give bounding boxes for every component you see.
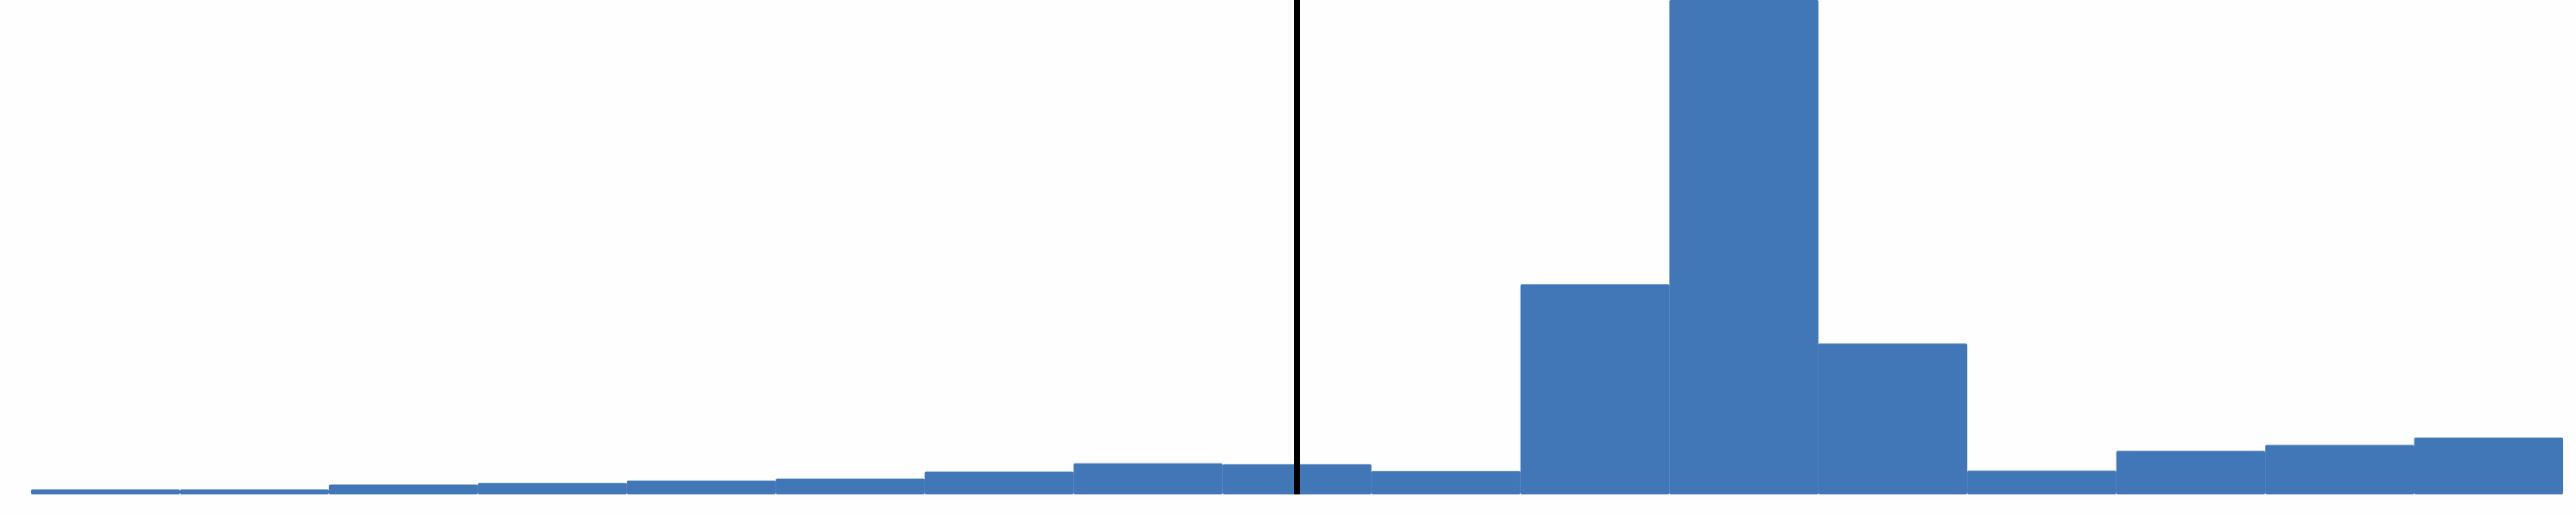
- histogram-bar-12: [1818, 343, 1968, 494]
- histogram-bar-16: [2414, 437, 2563, 494]
- histogram-bar-4: [626, 480, 776, 494]
- histogram-bar-2: [328, 484, 478, 494]
- histogram-bar-7: [1073, 463, 1223, 494]
- histogram-bar-15: [2265, 445, 2415, 494]
- histogram-bar-6: [924, 471, 1074, 494]
- histogram-bar-0: [31, 489, 180, 494]
- histogram-bar-10: [1520, 284, 1670, 494]
- histogram-bar-3: [477, 482, 627, 494]
- histogram-bar-1: [179, 489, 329, 494]
- histogram-bar-9: [1371, 470, 1521, 494]
- histogram-bar-11: [1669, 0, 1819, 494]
- histogram-bar-13: [1967, 470, 2117, 494]
- histogram-bar-14: [2116, 451, 2266, 494]
- histogram-bar-5: [775, 478, 925, 494]
